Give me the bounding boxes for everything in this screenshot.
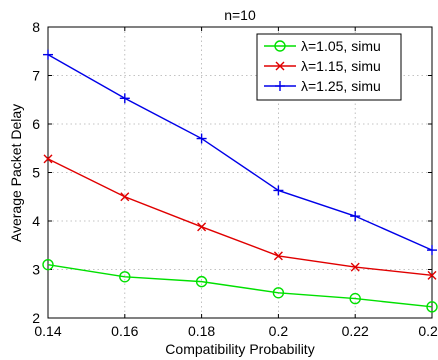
y-tick-label: 5 — [32, 165, 40, 181]
marker-x-stroke — [427, 270, 437, 280]
legend-label: λ=1.15, simu — [301, 58, 381, 74]
legend-marker — [275, 81, 285, 91]
series-lines — [42, 49, 438, 313]
y-tick-label: 6 — [32, 116, 40, 132]
marker-circle — [349, 292, 361, 305]
y-tick-label: 2 — [32, 310, 40, 326]
y-axis-label: Average Packet Delay — [8, 104, 24, 242]
data-point-series-3 — [196, 133, 207, 144]
data-point-series-2 — [427, 270, 437, 280]
marker-circle — [195, 275, 208, 288]
data-point-series-2 — [120, 192, 130, 202]
legend-label: λ=1.25, simu — [301, 78, 381, 94]
data-point-series-2 — [197, 222, 207, 232]
series-line-1 — [47, 263, 433, 308]
data-point-series-3 — [273, 185, 284, 196]
marker-x-stroke — [43, 154, 53, 164]
marker-x-stroke — [273, 251, 283, 261]
x-tick-label: 0.18 — [188, 323, 215, 339]
x-tick-label: 0.16 — [111, 323, 138, 339]
axis-ticks: 0.14 0.16 0.18 0.2 0.22 0.24 2 3 4 5 6 7 8 — [32, 19, 438, 339]
marker-circle — [274, 40, 286, 52]
chart-title: n=10 — [224, 7, 256, 23]
legend: λ=1.05, simu λ=1.15, simu λ=1.25, simu — [256, 33, 402, 101]
data-point-series-2 — [350, 262, 360, 272]
marker-circle — [119, 271, 131, 283]
legend-marker — [274, 40, 286, 52]
x-axis-label: Compatibility Probability — [165, 341, 314, 357]
marker-x-stroke — [350, 262, 360, 272]
marker-x-stroke — [120, 192, 130, 202]
x-tick-label: 0.22 — [342, 323, 369, 339]
marker-x-stroke — [275, 61, 285, 71]
y-tick-label: 3 — [32, 262, 40, 278]
x-tick-label: 0.24 — [418, 323, 438, 339]
data-point-series-1 — [349, 292, 361, 305]
data-point-series-2 — [273, 251, 283, 261]
legend-label: λ=1.05, simu — [301, 38, 381, 54]
data-point-series-3 — [119, 93, 130, 104]
data-point-series-1 — [119, 271, 131, 283]
series-line-3 — [47, 54, 433, 251]
marker-circle — [426, 301, 438, 313]
data-point-series-3 — [350, 211, 361, 222]
series-line-2 — [47, 158, 433, 277]
grid — [48, 27, 432, 318]
data-point-series-3 — [43, 49, 53, 60]
legend-marker — [275, 61, 285, 71]
y-tick-label: 7 — [32, 68, 40, 84]
data-point-series-1 — [272, 287, 285, 299]
data-point-series-2 — [43, 154, 53, 164]
marker-circle — [42, 258, 54, 271]
y-tick-label: 4 — [32, 213, 40, 229]
x-tick-label: 0.2 — [269, 323, 289, 339]
y-tick-label: 8 — [32, 19, 40, 35]
data-point-series-3 — [427, 245, 437, 256]
data-point-series-1 — [42, 258, 54, 271]
x-tick-label: 0.14 — [34, 323, 61, 339]
data-point-series-1 — [195, 275, 208, 288]
marker-circle — [272, 287, 285, 299]
marker-x-stroke — [197, 222, 207, 232]
data-point-series-1 — [426, 301, 438, 313]
